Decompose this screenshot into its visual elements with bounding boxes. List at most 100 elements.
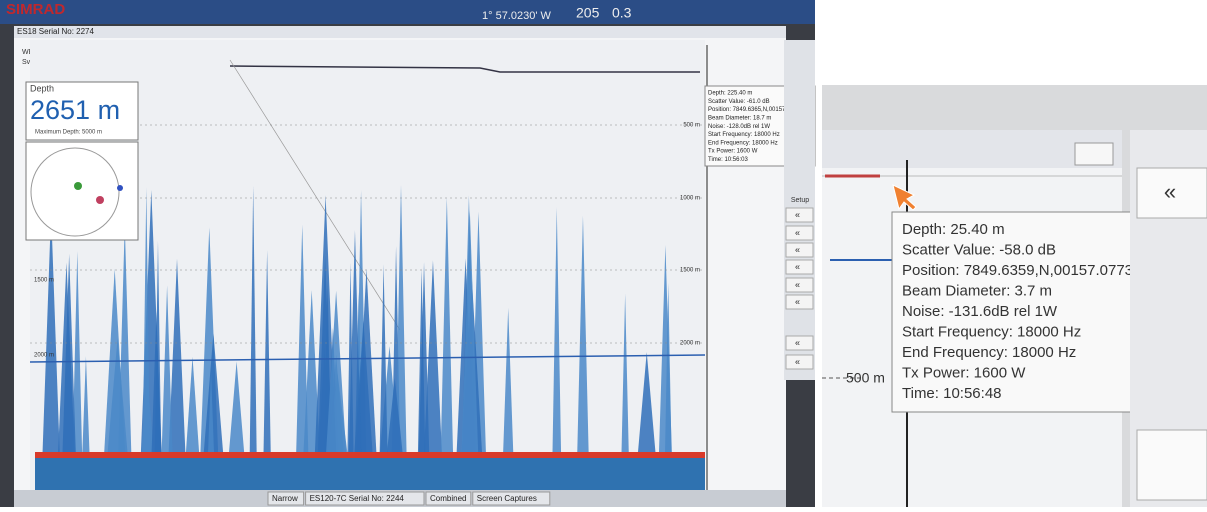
depth-value: 2651 m (30, 95, 120, 125)
zoom-tooltip-line: Time: 10:56:48 (902, 385, 1002, 402)
echo-spike (325, 290, 347, 455)
echo-spike (356, 268, 377, 455)
zoom-tooltip-line: Start Frequency: 18000 Hz (902, 323, 1081, 340)
tooltip-line: Scatter Value: -61.0 dB (708, 99, 770, 105)
seabed (35, 458, 705, 490)
zoom-tooltip-line: Beam Diameter: 3.7 m (902, 282, 1052, 299)
collapse-button[interactable] (785, 354, 814, 370)
surface-line (229, 65, 700, 73)
target (74, 182, 82, 190)
beam-circle (30, 147, 120, 237)
window-title: ES18 Serial No: 2274 (17, 27, 94, 36)
collapse-button[interactable] (785, 207, 814, 223)
depth-scale-label: 1000 m (680, 196, 700, 202)
echo-spike (263, 250, 271, 455)
heading: 205 (576, 5, 600, 21)
zoom-titlebar (822, 130, 1122, 168)
zoom-tooltip-line: Depth: 25.40 m (902, 221, 1005, 238)
setup-button[interactable]: Setup (791, 197, 809, 204)
tooltip-line: Depth: 225.40 m (708, 91, 752, 97)
echo-spike (664, 282, 672, 455)
collapse-label: « (795, 244, 800, 254)
tooltip-line: Time: 10:56:03 (708, 157, 748, 163)
echo-spike (72, 251, 83, 455)
echo-spike (386, 377, 403, 455)
brand: SIMRAD (6, 1, 65, 18)
tab-label: Combined (430, 494, 466, 503)
echo-spike (637, 352, 656, 455)
echo-spike (395, 184, 407, 456)
depth-scale-label: 2000 m (680, 341, 700, 347)
tooltip-line: Tx Power: 1600 W (708, 149, 758, 155)
toolbar (0, 0, 815, 24)
window-titlebar (14, 26, 786, 38)
zoom-tooltip-line: Position: 7849.6359,N,00157.0773,W (902, 262, 1152, 279)
echo-spike (303, 290, 321, 455)
depth-panel (25, 81, 139, 141)
depth-scale-label: 1500 m (34, 278, 54, 284)
tab[interactable] (305, 491, 425, 506)
collapse-label: « (795, 209, 800, 219)
depth-scale-label: 1500 m (680, 268, 700, 274)
tooltip-line: Noise: -128.0dB rel 1W (708, 124, 770, 130)
echo-spike (379, 264, 388, 455)
echo-spike (228, 361, 245, 455)
collapse-button[interactable] (785, 242, 814, 258)
zoom-collapse: « (1164, 179, 1176, 204)
echo-spike (42, 210, 60, 455)
tab-label: ES120-7C Serial No: 2244 (310, 494, 405, 503)
diag-line (229, 59, 401, 331)
target (117, 185, 123, 191)
echo-spike (203, 333, 224, 455)
tab[interactable] (472, 491, 551, 506)
echo-spike (161, 285, 173, 455)
collapse-label: « (795, 279, 800, 289)
pin-close[interactable] (1074, 142, 1114, 166)
echo-spike (168, 258, 186, 455)
side-buttons: « « « « « « « « (785, 207, 814, 370)
longitude: 1° 57.0230' W (482, 10, 551, 22)
zoom-button[interactable] (1136, 429, 1207, 501)
echo-spike (62, 253, 76, 455)
echo-spike (621, 293, 629, 455)
collapse-button[interactable] (785, 225, 814, 241)
zoom-tooltip-line: Tx Power: 1600 W (902, 364, 1026, 381)
echo-spike (249, 185, 257, 456)
echo-spike (107, 338, 128, 455)
scale-label: 500 m (846, 370, 885, 386)
max-depth: Maximum Depth: 5000 m (35, 130, 102, 136)
echo-spike (296, 224, 309, 455)
echo-spike (552, 207, 562, 455)
zoom-collapse-button[interactable] (1136, 167, 1207, 219)
collapse-label: « (795, 356, 800, 366)
collapse-button[interactable] (785, 259, 814, 275)
tab-label: Screen Captures (477, 494, 537, 503)
tooltip-line: End Frequency: 18000 Hz (708, 140, 778, 146)
zoom-tooltip-line: End Frequency: 18000 Hz (902, 344, 1076, 361)
target (96, 196, 104, 204)
bottom-trace (29, 354, 706, 363)
echo-spike (417, 268, 426, 455)
zoom-tooltip-line: Noise: -131.6dB rel 1W (902, 303, 1058, 320)
tooltip-line: Beam Diameter: 18.7 m (708, 115, 771, 121)
collapse-button[interactable] (785, 277, 814, 293)
mouse-cursor (892, 184, 917, 211)
collapse-label: « (795, 261, 800, 271)
echo-spike (151, 311, 162, 455)
zoom-tooltip-lines: Depth: 25.40 m Scatter Value: -58.0 dB Pos… (902, 221, 1152, 402)
collapse-button[interactable] (785, 335, 814, 351)
seabed-band (35, 452, 705, 458)
tab[interactable] (425, 491, 472, 506)
echo-spike (503, 307, 514, 455)
speed: 0.3 (612, 5, 632, 21)
echo-spike (207, 371, 215, 455)
tab[interactable] (267, 491, 305, 506)
collapse-label: « (795, 296, 800, 306)
tooltip-lines: Depth: 225.40 m Scatter Value: -61.0 dB Po… (708, 91, 808, 163)
echo-spike (577, 215, 589, 455)
collapse-button[interactable] (785, 294, 814, 310)
zoom-tooltip-line: Scatter Value: -58.0 dB (902, 241, 1056, 258)
echogram: 500 m 1000 m 1500 m 2000 m 1500 m 2000 m (29, 40, 708, 490)
